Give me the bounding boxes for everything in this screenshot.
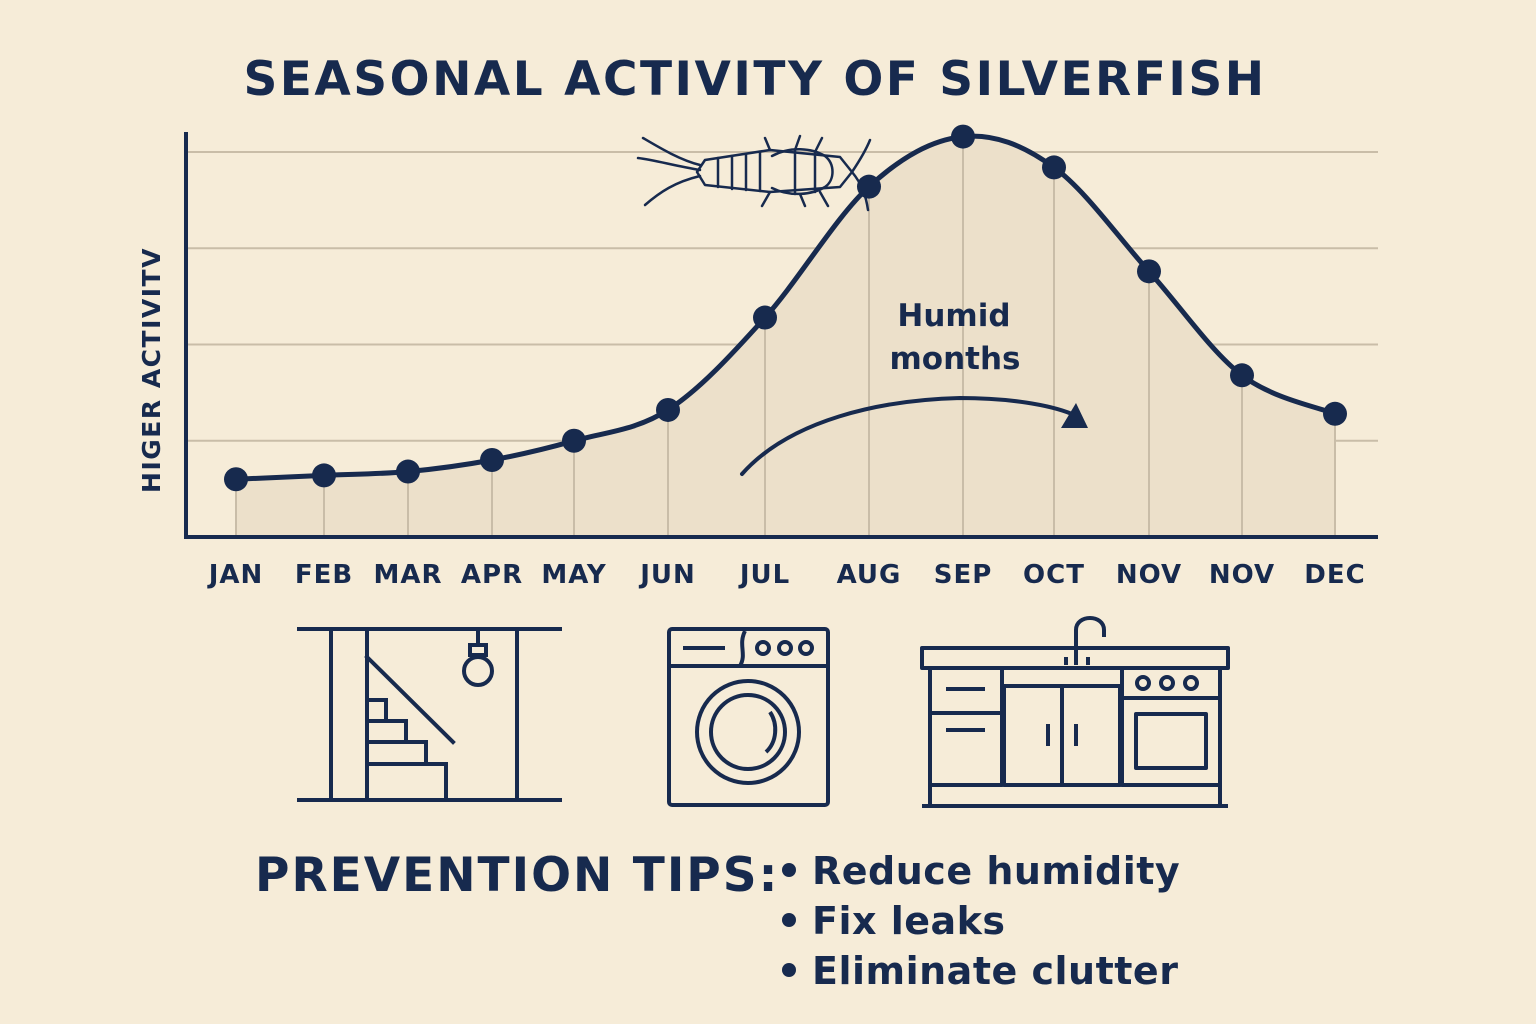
data-points bbox=[224, 124, 1347, 492]
chart-title: SEASONAL ACTIVITY OF SILVERFISH bbox=[243, 52, 1267, 107]
data-point bbox=[1323, 401, 1347, 426]
data-point bbox=[1137, 259, 1161, 284]
tip-item: Eliminate clutter bbox=[782, 946, 1180, 996]
annotation-arrow bbox=[740, 395, 1074, 476]
activity-area-fill bbox=[236, 136, 1335, 537]
x-tick-label: DEC bbox=[1304, 560, 1365, 590]
humid-months-annotation: Humid months bbox=[740, 298, 1088, 476]
x-tick-label: JAN bbox=[207, 560, 264, 590]
data-point bbox=[1042, 155, 1066, 180]
silverfish-icon bbox=[636, 134, 872, 212]
washing-machine-icon bbox=[667, 627, 830, 807]
x-tick-labels: JAN FEB MAR APR MAY JUN JUL AUG SEP OCT NOV NOV DEC bbox=[207, 560, 1365, 590]
x-tick-label: NOV bbox=[1209, 560, 1275, 590]
annotation-line-1: Humid bbox=[897, 298, 1010, 334]
x-tick-label: SEP bbox=[934, 560, 993, 590]
x-tick-label: MAR bbox=[373, 560, 442, 590]
data-point bbox=[1230, 363, 1254, 388]
data-point bbox=[396, 459, 420, 484]
tip-item: Reduce humidity bbox=[782, 846, 1180, 896]
prevention-tips-heading: PREVENTION TIPS: bbox=[255, 848, 780, 903]
basement-stairs-icon bbox=[297, 627, 562, 802]
annotation-line-2: months bbox=[889, 341, 1020, 377]
x-tick-label: FEB bbox=[295, 560, 353, 590]
tip-text: Eliminate clutter bbox=[812, 949, 1179, 993]
bullet-icon bbox=[782, 962, 796, 977]
x-tick-label: AUG bbox=[837, 560, 902, 590]
data-point bbox=[951, 124, 975, 149]
tip-text: Fix leaks bbox=[812, 899, 1006, 943]
prevention-tips-list: Reduce humidity Fix leaks Eliminate clut… bbox=[782, 846, 1180, 996]
bullet-icon bbox=[782, 862, 796, 877]
x-tick-label: JUN bbox=[638, 560, 696, 590]
data-point bbox=[562, 428, 586, 453]
annotation-arrowhead bbox=[1061, 403, 1088, 428]
data-point bbox=[224, 467, 248, 492]
kitchen-sink-icon bbox=[920, 616, 1230, 808]
tip-text: Reduce humidity bbox=[812, 849, 1181, 893]
data-point bbox=[656, 397, 680, 422]
y-axis-label: HIGER ACTIVITV bbox=[137, 247, 166, 493]
x-tick-label: OCT bbox=[1023, 560, 1085, 590]
prevention-tips: PREVENTION TIPS: Reduce humidity Fix lea… bbox=[0, 840, 1536, 1020]
x-tick-label: APR bbox=[461, 560, 523, 590]
x-tick-label: NOV bbox=[1116, 560, 1182, 590]
x-tick-label: JUL bbox=[738, 560, 790, 590]
data-point bbox=[312, 463, 336, 488]
bullet-icon bbox=[782, 912, 796, 927]
data-point bbox=[753, 305, 777, 330]
data-point bbox=[480, 448, 504, 472]
tip-item: Fix leaks bbox=[782, 896, 1180, 946]
x-tick-label: MAY bbox=[541, 560, 607, 590]
